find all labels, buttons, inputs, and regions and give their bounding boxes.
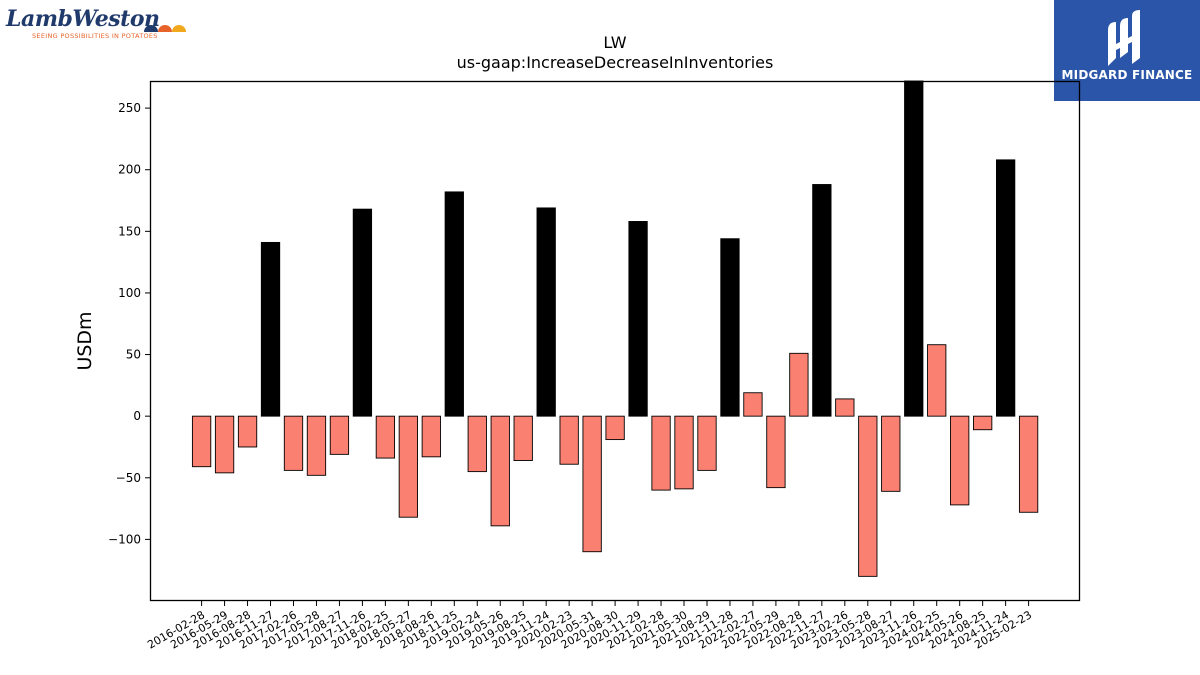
bar-2020-02-23: [559, 415, 579, 465]
bar-2017-08-27: [329, 415, 350, 455]
y-tick-label: 250: [118, 101, 141, 115]
y-tick-label: 100: [118, 286, 141, 300]
y-tick-label: 0: [133, 409, 141, 423]
bar-2016-11-27: [260, 241, 281, 417]
bar-2024-05-26: [950, 415, 970, 506]
bar-2024-08-25: [973, 415, 993, 431]
bar-2021-02-28: [651, 415, 671, 491]
y-tick-label: 50: [126, 348, 141, 362]
bar-2018-08-26: [421, 415, 441, 458]
bar-2020-05-31: [582, 415, 602, 553]
y-tick-label: 150: [118, 224, 141, 238]
bar-2017-11-26: [352, 208, 373, 417]
bar-2018-05-27: [398, 415, 418, 518]
plot-frame: [149, 80, 1081, 602]
y-axis: −100 −50 0 50 100 150 200 250: [108, 101, 150, 546]
bar-2019-11-24: [536, 207, 556, 417]
bar-2023-11-26: [904, 80, 924, 417]
bar-2018-11-25: [444, 191, 464, 417]
y-axis-label: USDm: [74, 311, 96, 370]
bar-2023-02-26: [835, 398, 855, 417]
bar-2022-05-29: [766, 415, 786, 489]
bar-2016-02-28: [191, 415, 212, 468]
bar-2022-02-27: [743, 392, 763, 417]
bar-2016-08-28: [237, 415, 258, 448]
bar-2018-02-25: [375, 415, 396, 459]
bar-2016-05-29: [214, 415, 235, 474]
bar-2017-05-28: [306, 415, 327, 476]
lambweston-dots-icon: [144, 25, 186, 32]
bar-2020-11-29: [628, 221, 648, 417]
bar-2022-11-27: [812, 184, 832, 417]
bar-2024-11-24: [995, 159, 1016, 417]
midgard-finance-name: MIDGARD FINANCE: [1061, 68, 1193, 82]
bar-2017-02-26: [283, 415, 304, 471]
bar-2021-05-30: [674, 415, 694, 490]
midgard-finance-logo: MIDGARD FINANCE: [1054, 0, 1200, 101]
bar-2020-08-30: [605, 415, 625, 441]
bar-2023-05-28: [858, 415, 878, 577]
bar-2021-08-29: [697, 415, 717, 471]
bar-2024-02-25: [927, 344, 947, 417]
lambweston-tagline: SEEING POSSIBILITIES IN POTATOES: [32, 32, 158, 40]
bar-2019-02-24: [467, 415, 487, 473]
x-axis: 2016-02-282016-05-292016-08-282016-11-27…: [145, 601, 1034, 652]
bar-2025-02-23: [1018, 415, 1039, 513]
lambweston-wordmark: LambWeston: [6, 6, 160, 32]
bar-2019-05-26: [490, 415, 510, 527]
y-tick-label: 200: [118, 163, 141, 177]
bar-2019-08-25: [513, 415, 533, 461]
midgard-mark-icon: [1108, 10, 1140, 66]
chart-subtitle: us-gaap:IncreaseDecreaseInInventories: [457, 53, 774, 72]
bar-2021-11-28: [720, 238, 740, 417]
lambweston-logo: LambWeston SEEING POSSIBILITIES IN POTAT…: [4, 4, 204, 44]
bar-2022-08-28: [789, 352, 809, 417]
bar-2023-08-27: [881, 415, 901, 492]
y-tick-label: −50: [116, 471, 141, 485]
bars-layer: [191, 80, 1039, 577]
y-tick-label: −100: [108, 532, 141, 546]
chart-title: LW: [603, 33, 626, 52]
